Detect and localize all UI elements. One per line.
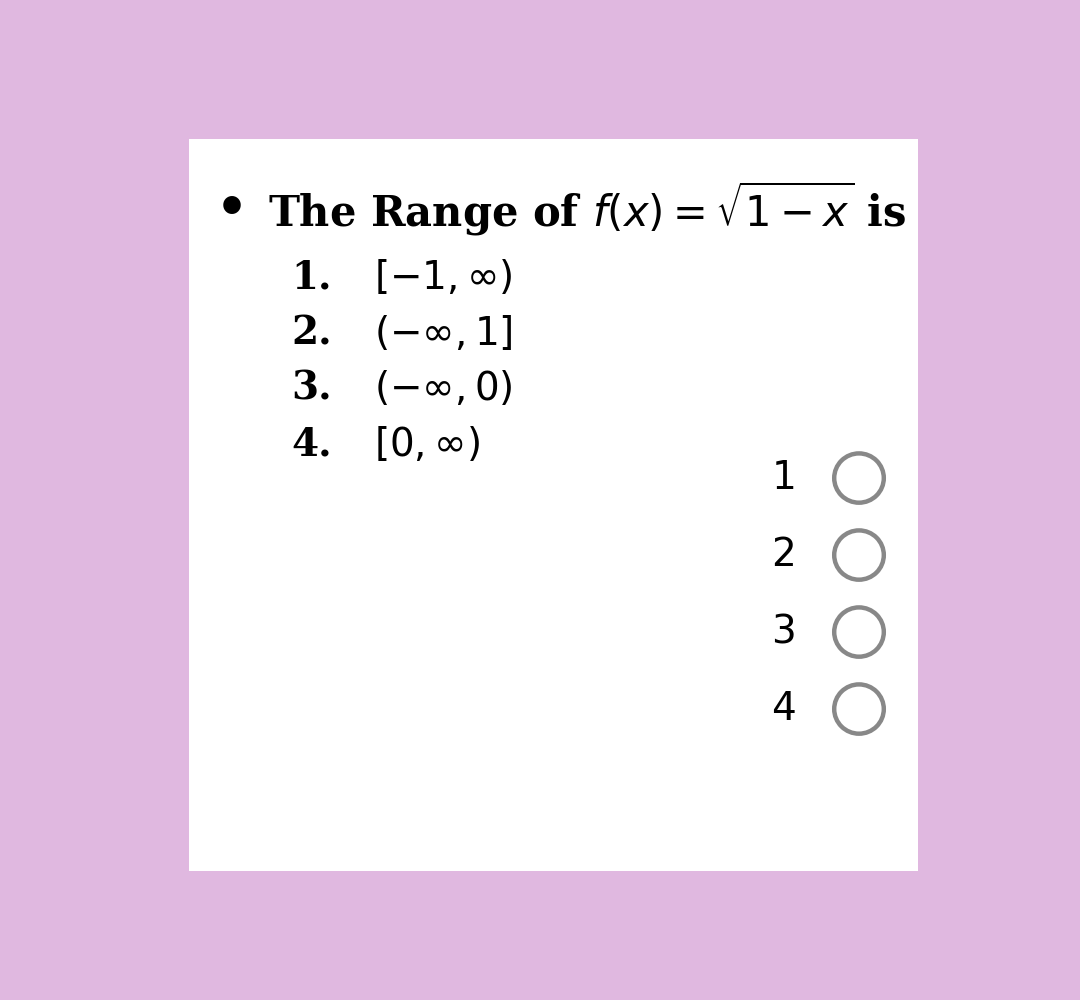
Text: •: •: [215, 185, 247, 233]
Text: 4: 4: [771, 690, 796, 728]
FancyBboxPatch shape: [189, 139, 918, 871]
Text: 2: 2: [771, 536, 796, 574]
Text: $[0, \infty)$: $[0, \infty)$: [374, 425, 480, 464]
Text: 2.: 2.: [292, 314, 332, 352]
Text: $[-1, \infty)$: $[-1, \infty)$: [374, 258, 512, 297]
Text: 4.: 4.: [292, 425, 332, 463]
Text: 1: 1: [771, 459, 796, 497]
Text: The Range of $f(x) = \sqrt{1-x}$ is: The Range of $f(x) = \sqrt{1-x}$ is: [268, 179, 906, 238]
Text: 1.: 1.: [292, 259, 332, 297]
Text: $(-\infty, 0)$: $(-\infty, 0)$: [374, 369, 512, 408]
Text: 3: 3: [771, 613, 796, 651]
Text: $(-\infty, 1]$: $(-\infty, 1]$: [374, 314, 512, 353]
Text: 3.: 3.: [292, 370, 332, 408]
